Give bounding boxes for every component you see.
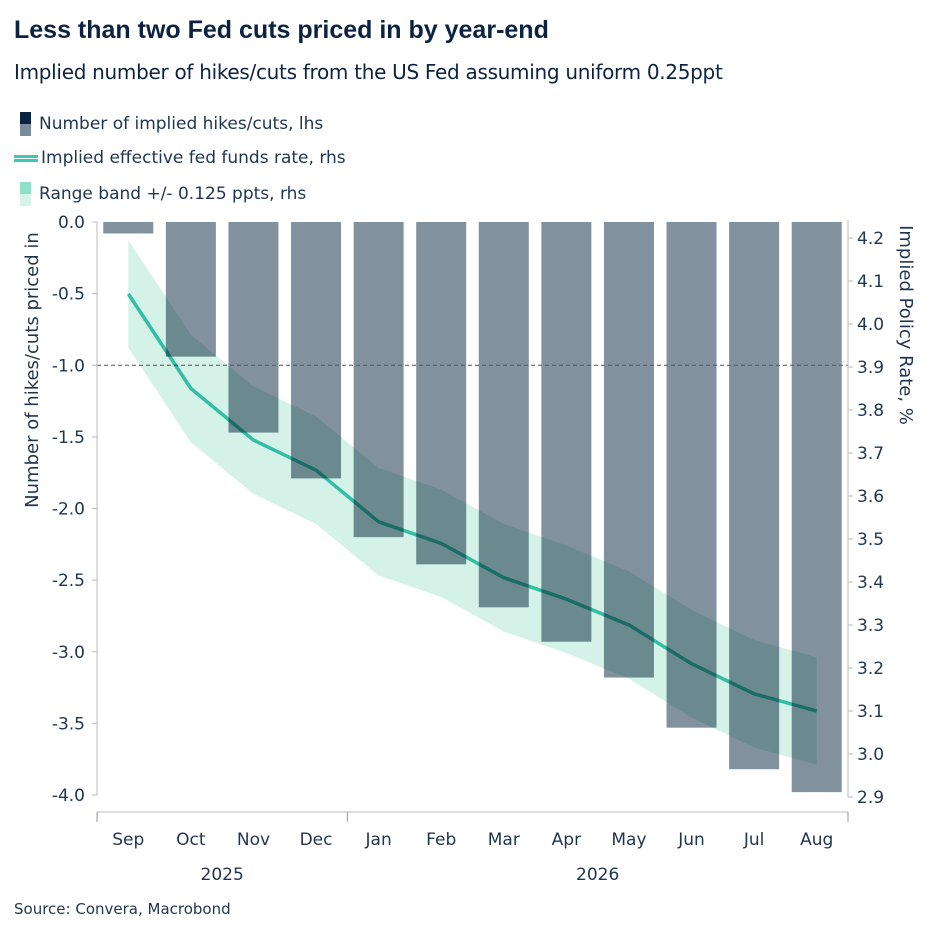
x-tick-label-Jul: Jul bbox=[743, 830, 765, 850]
x-tick-label-Oct: Oct bbox=[176, 830, 206, 850]
source-note: Source: Convera, Macrobond bbox=[14, 900, 231, 918]
line-swatch-icon bbox=[14, 154, 38, 162]
chart-subtitle: Implied number of hikes/cuts from the US… bbox=[14, 60, 723, 84]
band-swatch-icon bbox=[20, 182, 31, 206]
x-tick-label-Mar: Mar bbox=[488, 830, 520, 850]
x-tick-label-Jan: Jan bbox=[365, 830, 392, 850]
legend-label: Range band +/- 0.125 ppts, rhs bbox=[39, 184, 307, 204]
year-label-2026: 2026 bbox=[576, 865, 619, 885]
bar-Apr bbox=[541, 222, 592, 642]
x-tick-label-Aug: Aug bbox=[800, 830, 833, 850]
left-tick-label: -1.5 bbox=[52, 428, 85, 448]
left-tick-label: -2.0 bbox=[52, 500, 85, 520]
bar-Oct bbox=[165, 222, 216, 357]
x-tick-label-Apr: Apr bbox=[552, 830, 581, 850]
left-tick-label: -2.5 bbox=[52, 571, 85, 591]
left-tick-label: -1.0 bbox=[52, 356, 85, 376]
bar-Mar bbox=[478, 222, 529, 608]
legend-item-bars: Number of implied hikes/cuts, lhs bbox=[20, 112, 323, 136]
left-tick-label: -4.0 bbox=[52, 786, 85, 806]
bar-Sep bbox=[103, 222, 154, 234]
bar-Nov bbox=[228, 222, 279, 433]
x-tick-label-Jun: Jun bbox=[677, 830, 705, 850]
bar-Feb bbox=[416, 222, 467, 565]
left-tick-label: -3.0 bbox=[52, 643, 85, 663]
right-tick-label: 3.2 bbox=[857, 659, 884, 679]
x-tick-label-Feb: Feb bbox=[426, 830, 456, 850]
right-tick-label: 3.9 bbox=[857, 358, 884, 378]
right-tick-label: 4.2 bbox=[857, 229, 884, 249]
right-tick-label: 2.9 bbox=[857, 788, 884, 808]
legend-item-line: Implied effective fed funds rate, rhs bbox=[14, 148, 346, 168]
left-axis-title: Number of hikes/cuts priced in bbox=[22, 232, 43, 508]
right-tick-label: 3.3 bbox=[857, 616, 884, 636]
right-tick-label: 4.0 bbox=[857, 315, 884, 335]
bar-Dec bbox=[291, 222, 342, 479]
bar-swatch-icon bbox=[20, 112, 31, 136]
legend-label: Number of implied hikes/cuts, lhs bbox=[39, 114, 324, 134]
right-tick-label: 3.1 bbox=[857, 702, 884, 722]
bar-Aug bbox=[791, 222, 842, 793]
right-tick-label: 3.8 bbox=[857, 401, 884, 421]
right-tick-label: 3.5 bbox=[857, 530, 884, 550]
right-axis-title: Implied Policy Rate, % bbox=[895, 225, 916, 425]
x-tick-label-Sep: Sep bbox=[112, 830, 144, 850]
bar-Jun bbox=[666, 222, 717, 728]
right-tick-label: 3.0 bbox=[857, 745, 884, 765]
right-tick-label: 3.6 bbox=[857, 487, 884, 507]
x-tick-label-May: May bbox=[611, 830, 646, 850]
x-tick-label-Dec: Dec bbox=[300, 830, 333, 850]
x-tick-label-Nov: Nov bbox=[237, 830, 270, 850]
right-tick-label: 3.7 bbox=[857, 444, 884, 464]
left-tick-label: -0.5 bbox=[52, 285, 85, 305]
right-tick-label: 4.1 bbox=[857, 272, 884, 292]
bar-May bbox=[603, 222, 654, 678]
year-label-2025: 2025 bbox=[201, 865, 244, 885]
left-tick-label: 0.0 bbox=[58, 213, 85, 233]
legend-label: Implied effective fed funds rate, rhs bbox=[41, 148, 346, 168]
rate-line bbox=[126, 292, 818, 713]
bar-Jan bbox=[353, 222, 404, 538]
legend-item-band: Range band +/- 0.125 ppts, rhs bbox=[20, 182, 306, 206]
chart-title: Less than two Fed cuts priced in by year… bbox=[14, 16, 549, 44]
bar-Jul bbox=[729, 222, 780, 770]
left-tick-label: -3.5 bbox=[52, 714, 85, 734]
right-tick-label: 3.4 bbox=[857, 573, 884, 593]
